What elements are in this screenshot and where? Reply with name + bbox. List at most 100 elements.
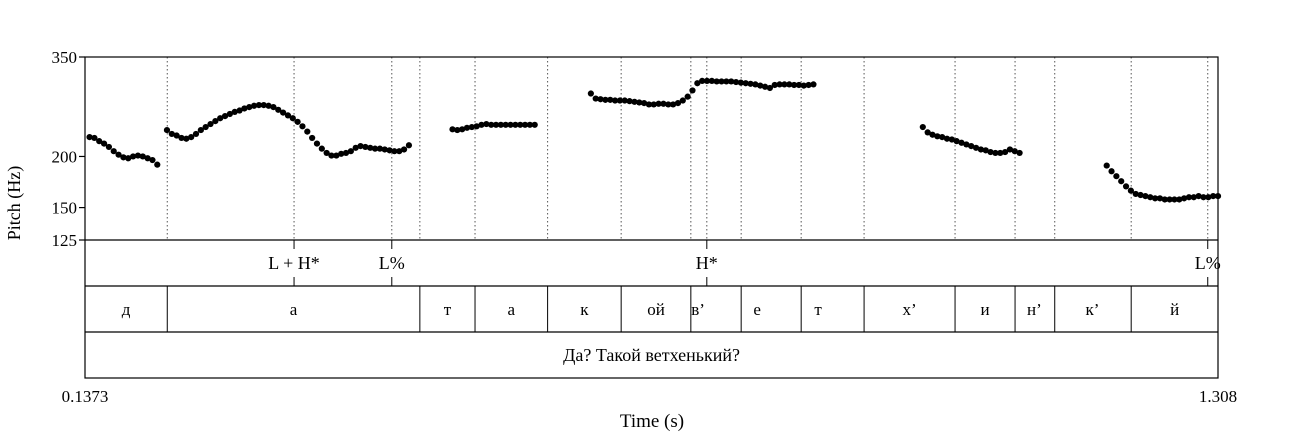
pitch-point [939, 134, 946, 141]
pitch-point [1108, 168, 1115, 175]
pitch-point [91, 134, 98, 142]
pitch-point [144, 155, 151, 162]
pitch-point [771, 81, 778, 89]
pitch-point [1195, 193, 1202, 200]
pitch-point [1103, 162, 1110, 169]
pitch-point [732, 78, 740, 86]
pitch-point [512, 121, 519, 128]
segment-label: д [122, 300, 131, 319]
pitch-point [626, 98, 633, 105]
pitch-point [1011, 148, 1018, 155]
pitch-point [130, 153, 137, 160]
pitch-point [212, 118, 219, 125]
pitch-point [309, 134, 316, 142]
pitch-point [1181, 195, 1188, 202]
pitch-point [977, 146, 984, 153]
pitch-point [270, 104, 277, 111]
tone-label: L + H* [268, 253, 319, 273]
pitch-point [454, 126, 461, 134]
pitch-point [265, 102, 272, 109]
pitch-point [284, 112, 292, 119]
segment-label: в’ [691, 300, 705, 319]
pitch-point [507, 121, 514, 128]
pitch-point [115, 151, 122, 158]
pitch-point [526, 121, 534, 128]
segment-label: к’ [1086, 300, 1100, 319]
pitch-point [449, 126, 456, 133]
pitch-point [1205, 194, 1212, 201]
pitch-point [246, 104, 253, 111]
pitch-point [318, 145, 325, 152]
pitch-point [997, 149, 1004, 157]
pitch-point [747, 80, 754, 87]
pitch-point [207, 120, 214, 128]
pitch-point [217, 115, 224, 122]
pitch-point [96, 138, 103, 145]
pitch-point [992, 149, 999, 157]
pitch-point [674, 100, 682, 107]
pitch-point [1127, 187, 1134, 194]
pitch-point [972, 144, 980, 151]
pitch-point [173, 132, 180, 139]
pitch-point [1176, 196, 1183, 203]
pitch-point [1016, 149, 1023, 157]
y-axis-label: Pitch (Hz) [4, 166, 25, 240]
y-tick-label: 350 [52, 48, 78, 67]
pitch-point [323, 149, 330, 157]
pitch-point [924, 129, 931, 136]
segment-label: е [753, 300, 761, 319]
pitch-point [766, 84, 774, 92]
pitch-point [934, 133, 941, 140]
pitch-point [958, 139, 965, 146]
pitch-point [386, 147, 393, 154]
pitch-point [761, 83, 769, 90]
pitch-point [1185, 194, 1193, 201]
tone-label: L% [379, 253, 405, 273]
pitch-point [260, 102, 267, 109]
pitch-point [517, 121, 524, 128]
pitch-point [703, 77, 711, 84]
segment-label: т [814, 300, 822, 319]
pitch-point [1156, 195, 1164, 202]
x-axis-label: Time (s) [620, 411, 684, 432]
pitch-point [953, 138, 960, 145]
pitch-point [299, 123, 306, 130]
segment-label: х’ [902, 300, 916, 319]
pitch-point [752, 81, 759, 88]
pitch-point [963, 141, 970, 148]
pitch-point [1200, 194, 1207, 201]
sentence-label: Да? Такой ветхенький? [563, 345, 740, 365]
pitch-point [670, 101, 677, 108]
pitch-point [1147, 194, 1154, 201]
pitch-point [231, 108, 238, 115]
pitch-point [139, 153, 146, 160]
pitch-point [810, 81, 817, 88]
pitch-point [645, 101, 653, 108]
pitch-point [338, 150, 345, 157]
pitch-point [650, 101, 657, 108]
tone-label: L% [1195, 253, 1221, 273]
pitch-point [689, 87, 696, 94]
pitch-point [168, 130, 175, 138]
pitch-point [1122, 183, 1130, 190]
pitch-point [183, 135, 190, 142]
segment-label: и [980, 300, 989, 319]
pitch-point [468, 123, 475, 131]
pitch-point [333, 152, 340, 159]
pitch-point [1210, 193, 1217, 200]
pitch-point [376, 145, 383, 152]
pitch-point [396, 148, 403, 155]
x-tick-label: 0.1373 [62, 387, 109, 406]
pitch-point [713, 78, 720, 85]
pitch-point [400, 146, 408, 153]
segment-label: ой [647, 300, 665, 319]
pitch-points [86, 77, 1222, 203]
y-tick-label: 150 [52, 199, 78, 218]
y-axis: 125 150 200 350 [52, 48, 85, 250]
pitch-point [800, 82, 807, 89]
pitch-point [597, 96, 604, 103]
pitch-point [473, 123, 480, 130]
pitch-point [154, 161, 161, 168]
pitch-point [699, 77, 706, 84]
